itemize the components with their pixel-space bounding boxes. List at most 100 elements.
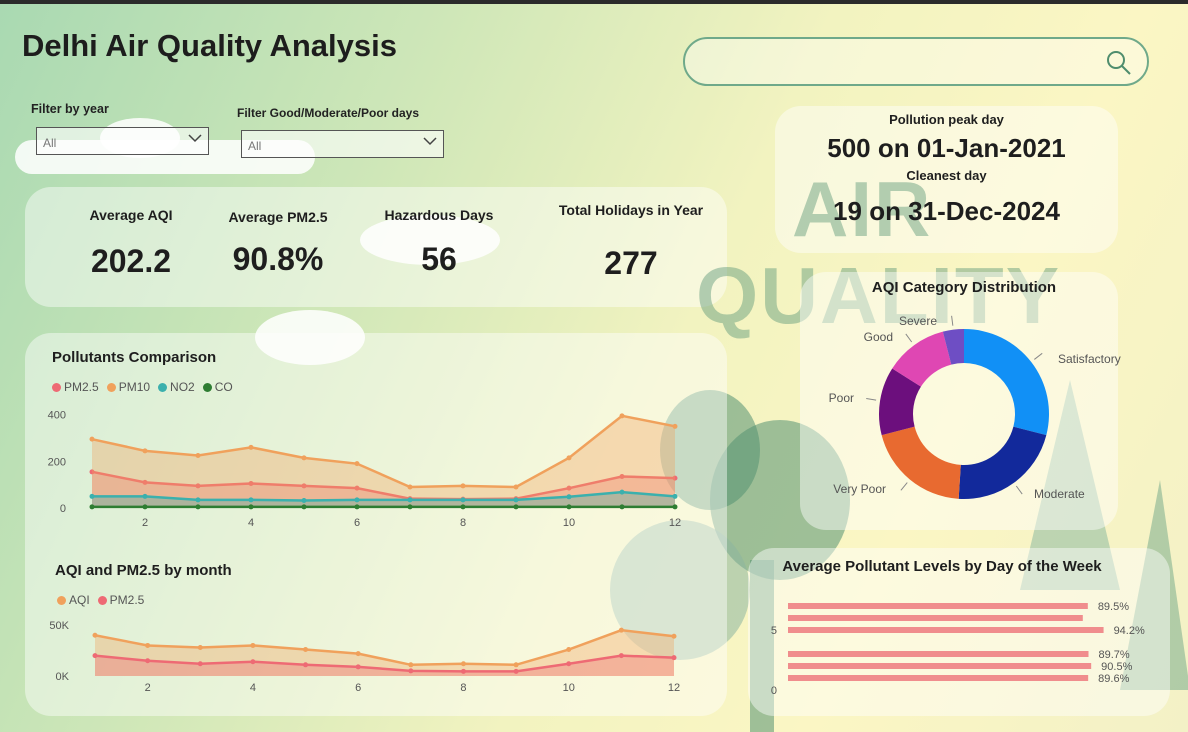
data-point xyxy=(355,651,361,657)
legend-item[interactable]: AQI xyxy=(57,593,90,607)
year-filter-dropdown[interactable]: All xyxy=(36,127,209,155)
data-point xyxy=(354,504,360,510)
x-tick-label: 8 xyxy=(460,682,466,694)
cloud-decoration xyxy=(255,310,365,365)
data-point xyxy=(672,493,678,499)
data-point xyxy=(142,448,148,454)
legend-label: NO2 xyxy=(170,380,195,394)
peak-day-label: Pollution peak day xyxy=(889,112,1004,127)
y-tick-label: 50K xyxy=(49,620,69,632)
weekday-pollutant-bar-chart: 5 0 89.5% 94.2% 89.7%90.5%89.6% xyxy=(771,601,1145,697)
data-point xyxy=(672,504,678,510)
data-point xyxy=(619,504,625,510)
data-point xyxy=(354,461,360,467)
data-point xyxy=(460,483,466,489)
data-point xyxy=(619,413,625,419)
legend-item[interactable]: CO xyxy=(202,380,233,394)
data-point xyxy=(407,484,413,490)
bar xyxy=(788,663,1092,669)
data-point xyxy=(513,484,519,490)
chart-legend: PM2.5 PM10 NO2 CO xyxy=(52,380,233,394)
slice-label: Severe xyxy=(899,314,937,328)
legend-item[interactable]: NO2 xyxy=(158,380,195,394)
data-point xyxy=(145,658,151,664)
category-filter-label: Filter Good/Moderate/Poor days xyxy=(237,106,420,120)
data-point xyxy=(89,504,95,510)
data-point xyxy=(566,455,572,461)
data-point xyxy=(248,444,254,450)
data-point xyxy=(671,633,677,639)
peak-day-panel xyxy=(775,106,1118,253)
kpi-value: 277 xyxy=(604,245,658,281)
donut-slice xyxy=(879,368,921,436)
category-filter-value: All xyxy=(248,139,262,153)
legend-item[interactable]: PM2.5 xyxy=(97,593,144,607)
data-point xyxy=(566,485,572,491)
data-point xyxy=(197,644,203,650)
x-tick-label: 6 xyxy=(355,682,361,694)
data-point xyxy=(89,436,95,442)
legend-label: CO xyxy=(214,380,233,394)
bar xyxy=(788,651,1089,657)
search-box[interactable] xyxy=(683,37,1149,86)
data-point xyxy=(460,497,466,503)
kpi-value: 90.8% xyxy=(232,241,324,277)
bar xyxy=(788,603,1088,609)
data-point xyxy=(618,627,624,633)
y-tick-label: 0K xyxy=(56,671,70,683)
cleanest-day-label: Cleanest day xyxy=(906,168,987,183)
data-point xyxy=(460,661,466,667)
series-line xyxy=(91,470,676,501)
data-point xyxy=(460,504,466,510)
slice-label: Poor xyxy=(829,391,854,405)
x-tick-label: 4 xyxy=(250,682,256,694)
bar-data-label: 90.5% xyxy=(1101,661,1132,673)
bar xyxy=(788,627,1104,633)
slice-label: Satisfactory xyxy=(1058,352,1121,366)
legend-item[interactable]: PM2.5 xyxy=(52,380,99,394)
legend-label: AQI xyxy=(69,593,90,607)
data-point xyxy=(248,481,254,486)
kpi-label: Average AQI xyxy=(89,207,173,223)
data-point xyxy=(145,642,151,648)
data-point xyxy=(672,423,678,429)
data-point xyxy=(671,655,677,661)
window-top-border xyxy=(0,0,1188,4)
search-icon[interactable] xyxy=(1105,49,1133,77)
kpi-label: Average PM2.5 xyxy=(228,209,328,225)
donut-slice xyxy=(892,331,952,387)
chart-title: AQI Category Distribution xyxy=(871,279,1057,296)
y-tick-label: 0 xyxy=(60,503,66,515)
bar xyxy=(788,675,1089,681)
kpi-value: 56 xyxy=(421,241,457,277)
pollutants-chart-panel xyxy=(25,333,727,716)
data-point xyxy=(248,497,254,503)
legend-marker xyxy=(202,382,212,392)
donut-slice xyxy=(964,329,1049,436)
series-line xyxy=(91,414,676,489)
data-point xyxy=(513,662,519,668)
kpi-value: 202.2 xyxy=(90,243,172,279)
page-title: Delhi Air Quality Analysis xyxy=(22,28,397,63)
aqi-pm25-monthly-chart: 0K 50K 2 4 6 8 10 12 xyxy=(49,620,680,694)
data-point xyxy=(672,475,678,481)
slice-leader-line xyxy=(951,315,954,326)
kpi-label: Total Holidays in Year xyxy=(558,202,704,218)
data-point xyxy=(460,668,466,674)
kpi-panel: Average AQI 202.2 Average PM2.5 90.8% Ha… xyxy=(25,187,727,307)
data-point xyxy=(301,504,307,510)
category-filter-dropdown[interactable]: All xyxy=(241,130,444,158)
x-tick-label: 10 xyxy=(563,682,575,694)
data-point xyxy=(355,664,361,670)
legend-label: PM2.5 xyxy=(64,380,99,394)
chart-title: AQI and PM2.5 by month xyxy=(55,562,232,579)
legend-item[interactable]: PM10 xyxy=(106,380,150,394)
slice-label: Good xyxy=(864,330,893,344)
x-tick-label: 6 xyxy=(354,517,360,529)
x-tick-label: 2 xyxy=(145,682,151,694)
series-area xyxy=(92,415,675,508)
legend-marker xyxy=(158,382,168,392)
data-point xyxy=(195,483,201,489)
data-point xyxy=(301,498,307,504)
data-point xyxy=(354,497,360,503)
